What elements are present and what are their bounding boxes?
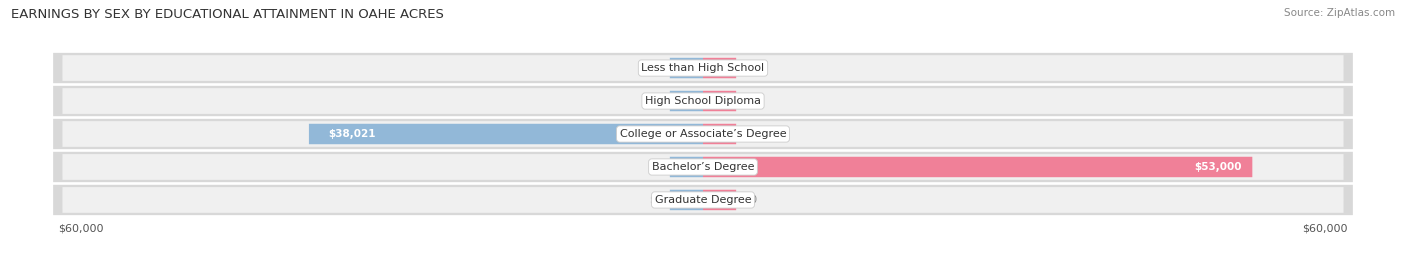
Text: $0: $0 bbox=[744, 63, 756, 73]
FancyBboxPatch shape bbox=[669, 157, 703, 177]
FancyBboxPatch shape bbox=[669, 58, 703, 78]
Text: Less than High School: Less than High School bbox=[641, 63, 765, 73]
FancyBboxPatch shape bbox=[53, 119, 1353, 149]
Text: Bachelor’s Degree: Bachelor’s Degree bbox=[652, 162, 754, 172]
Text: $38,021: $38,021 bbox=[329, 129, 377, 139]
Text: High School Diploma: High School Diploma bbox=[645, 96, 761, 106]
FancyBboxPatch shape bbox=[53, 185, 1353, 215]
Text: $0: $0 bbox=[650, 195, 662, 205]
FancyBboxPatch shape bbox=[53, 152, 1353, 182]
FancyBboxPatch shape bbox=[703, 124, 737, 144]
FancyBboxPatch shape bbox=[62, 88, 1344, 114]
Text: $0: $0 bbox=[650, 96, 662, 106]
FancyBboxPatch shape bbox=[62, 154, 1344, 180]
FancyBboxPatch shape bbox=[53, 53, 1353, 83]
FancyBboxPatch shape bbox=[62, 55, 1344, 81]
Text: EARNINGS BY SEX BY EDUCATIONAL ATTAINMENT IN OAHE ACRES: EARNINGS BY SEX BY EDUCATIONAL ATTAINMEN… bbox=[11, 8, 444, 21]
Text: $53,000: $53,000 bbox=[1194, 162, 1241, 172]
Text: $0: $0 bbox=[650, 162, 662, 172]
Text: $0: $0 bbox=[744, 195, 756, 205]
Text: $0: $0 bbox=[650, 63, 662, 73]
FancyBboxPatch shape bbox=[703, 157, 1253, 177]
FancyBboxPatch shape bbox=[669, 91, 703, 111]
FancyBboxPatch shape bbox=[703, 91, 737, 111]
FancyBboxPatch shape bbox=[703, 58, 737, 78]
FancyBboxPatch shape bbox=[62, 121, 1344, 147]
FancyBboxPatch shape bbox=[62, 187, 1344, 213]
Text: Source: ZipAtlas.com: Source: ZipAtlas.com bbox=[1284, 8, 1395, 18]
Text: Graduate Degree: Graduate Degree bbox=[655, 195, 751, 205]
Text: $0: $0 bbox=[744, 96, 756, 106]
Text: $0: $0 bbox=[744, 129, 756, 139]
FancyBboxPatch shape bbox=[703, 190, 737, 210]
Text: College or Associate’s Degree: College or Associate’s Degree bbox=[620, 129, 786, 139]
FancyBboxPatch shape bbox=[669, 190, 703, 210]
FancyBboxPatch shape bbox=[53, 86, 1353, 116]
FancyBboxPatch shape bbox=[309, 124, 703, 144]
